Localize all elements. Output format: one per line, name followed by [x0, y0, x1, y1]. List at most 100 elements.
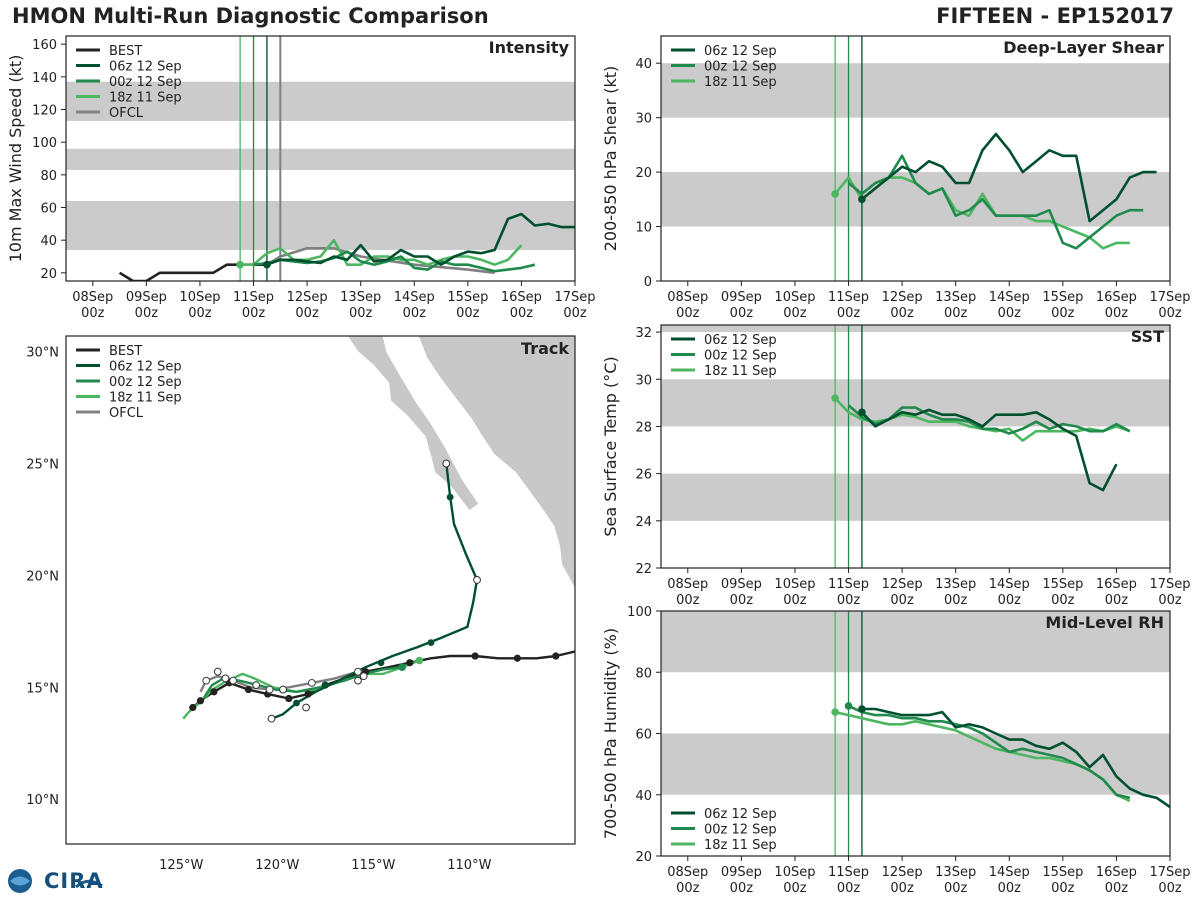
lat-tick-label: 10°N — [26, 793, 59, 808]
lon-tick-label: 125°W — [159, 858, 203, 873]
lat-tick-label: 15°N — [26, 681, 59, 696]
best-track-point — [285, 694, 293, 703]
x-tick-label: 00z — [242, 306, 266, 321]
logo-text: CIRA — [44, 869, 104, 893]
y-tick-label: 0 — [644, 275, 652, 290]
x-tick-label: 00z — [349, 306, 373, 321]
best-track-point — [513, 654, 521, 662]
ofcl-point — [307, 678, 316, 687]
x-tick-label: 17Sep — [1149, 865, 1190, 880]
init-point — [415, 656, 424, 665]
x-tick-label: 00z — [295, 306, 319, 321]
legend-label: 06z 12 Sep — [704, 333, 777, 348]
x-tick-label: 00z — [676, 593, 700, 608]
x-tick-label: 00z — [730, 593, 754, 608]
legend-label: 06z 12 Sep — [704, 44, 777, 59]
x-tick-label: 08Sep — [667, 577, 708, 592]
x-tick-label: 09Sep — [721, 577, 762, 592]
x-tick-label: 00z — [1158, 306, 1182, 321]
panel-title: Mid-Level RH — [1045, 613, 1164, 632]
forecast-point — [293, 699, 300, 707]
forecast-open-point — [213, 667, 222, 676]
x-tick-label: 00z — [1051, 306, 1075, 321]
y-tick-label: 26 — [635, 468, 652, 483]
x-tick-label: 00z — [783, 306, 807, 321]
x-tick-label: 00z — [456, 306, 480, 321]
x-tick-label: 00z — [998, 881, 1022, 896]
track-line — [199, 670, 359, 693]
y-tick-label: 10 — [635, 221, 652, 236]
series-line — [253, 250, 536, 273]
shading-band — [661, 611, 1170, 673]
shading-band — [66, 200, 575, 250]
x-tick-label: 00z — [1051, 881, 1075, 896]
best-track-point — [304, 690, 312, 698]
series-line — [266, 212, 575, 267]
ofcl-point — [265, 685, 274, 694]
x-tick-label: 00z — [944, 306, 968, 321]
globe-icon — [8, 869, 103, 893]
x-tick-label: 00z — [730, 881, 754, 896]
series-line — [847, 404, 1131, 435]
y-tick-label: 120 — [32, 104, 57, 119]
x-tick-label: 00z — [81, 306, 105, 321]
shading-band — [661, 379, 1170, 427]
land-layer — [182, 336, 575, 723]
x-tick-label: 12Sep — [882, 290, 923, 305]
x-tick-label: 00z — [998, 306, 1022, 321]
forecast-open-point — [252, 681, 261, 690]
storm-id: FIFTEEN - EP152017 — [936, 4, 1174, 28]
series-line — [861, 132, 1157, 223]
best-track-point — [196, 697, 205, 705]
legend-label: OFCL — [109, 106, 144, 121]
y-tick-label: 40 — [40, 234, 57, 249]
forecast-open-point — [473, 576, 481, 584]
page-title: HMON Multi-Run Diagnostic Comparison — [12, 4, 489, 28]
lat-tick-label: 25°N — [26, 458, 59, 473]
y-tick-label: 30 — [635, 373, 652, 388]
y-tick-label: 32 — [635, 326, 652, 341]
x-tick-label: 13Sep — [935, 865, 976, 880]
y-tick-label: 20 — [635, 166, 652, 181]
x-tick-label: 12Sep — [882, 577, 923, 592]
x-tick-label: 10Sep — [774, 865, 815, 880]
y-axis-label: 10m Max Wind Speed (kt) — [6, 55, 25, 263]
forecast-open-point — [302, 703, 310, 712]
x-tick-label: 17Sep — [1149, 577, 1190, 592]
forecast-point — [427, 639, 435, 646]
init-point — [398, 663, 406, 672]
best-track-point — [210, 688, 218, 696]
y-axis-label: 200-850 hPa Shear (kt) — [601, 66, 620, 252]
best-track-point — [552, 652, 560, 660]
lat-tick-label: 30°N — [26, 346, 59, 361]
panel-title: Intensity — [489, 38, 570, 57]
x-tick-label: 00z — [1105, 881, 1129, 896]
series-line — [861, 707, 1170, 809]
y-tick-label: 160 — [32, 38, 57, 53]
forecast-point — [377, 659, 385, 667]
legend-label: BEST — [109, 44, 142, 59]
x-tick-label: 12Sep — [287, 290, 328, 305]
shading-band — [661, 325, 1170, 333]
best-track-point — [244, 685, 253, 694]
forecast-open-point — [359, 672, 368, 681]
best-track-point — [189, 703, 197, 712]
legend-label: 06z 12 Sep — [704, 807, 777, 822]
best-track-point — [406, 659, 414, 667]
init-point — [831, 190, 839, 198]
x-tick-label: 17Sep — [1149, 290, 1190, 305]
y-tick-label: 30 — [635, 112, 652, 127]
x-tick-label: 00z — [676, 881, 700, 896]
x-tick-label: 11Sep — [828, 577, 869, 592]
forecast-open-point — [442, 459, 451, 468]
x-tick-label: 00z — [1158, 593, 1182, 608]
init-point — [844, 702, 853, 710]
y-tick-label: 100 — [32, 136, 57, 151]
x-tick-label: 08Sep — [667, 290, 708, 305]
x-tick-label: 13Sep — [340, 290, 381, 305]
x-tick-label: 00z — [837, 881, 861, 896]
x-tick-label: 00z — [510, 306, 534, 321]
x-tick-label: 08Sep — [667, 865, 708, 880]
y-tick-label: 20 — [635, 850, 652, 865]
x-tick-label: 00z — [563, 306, 587, 321]
